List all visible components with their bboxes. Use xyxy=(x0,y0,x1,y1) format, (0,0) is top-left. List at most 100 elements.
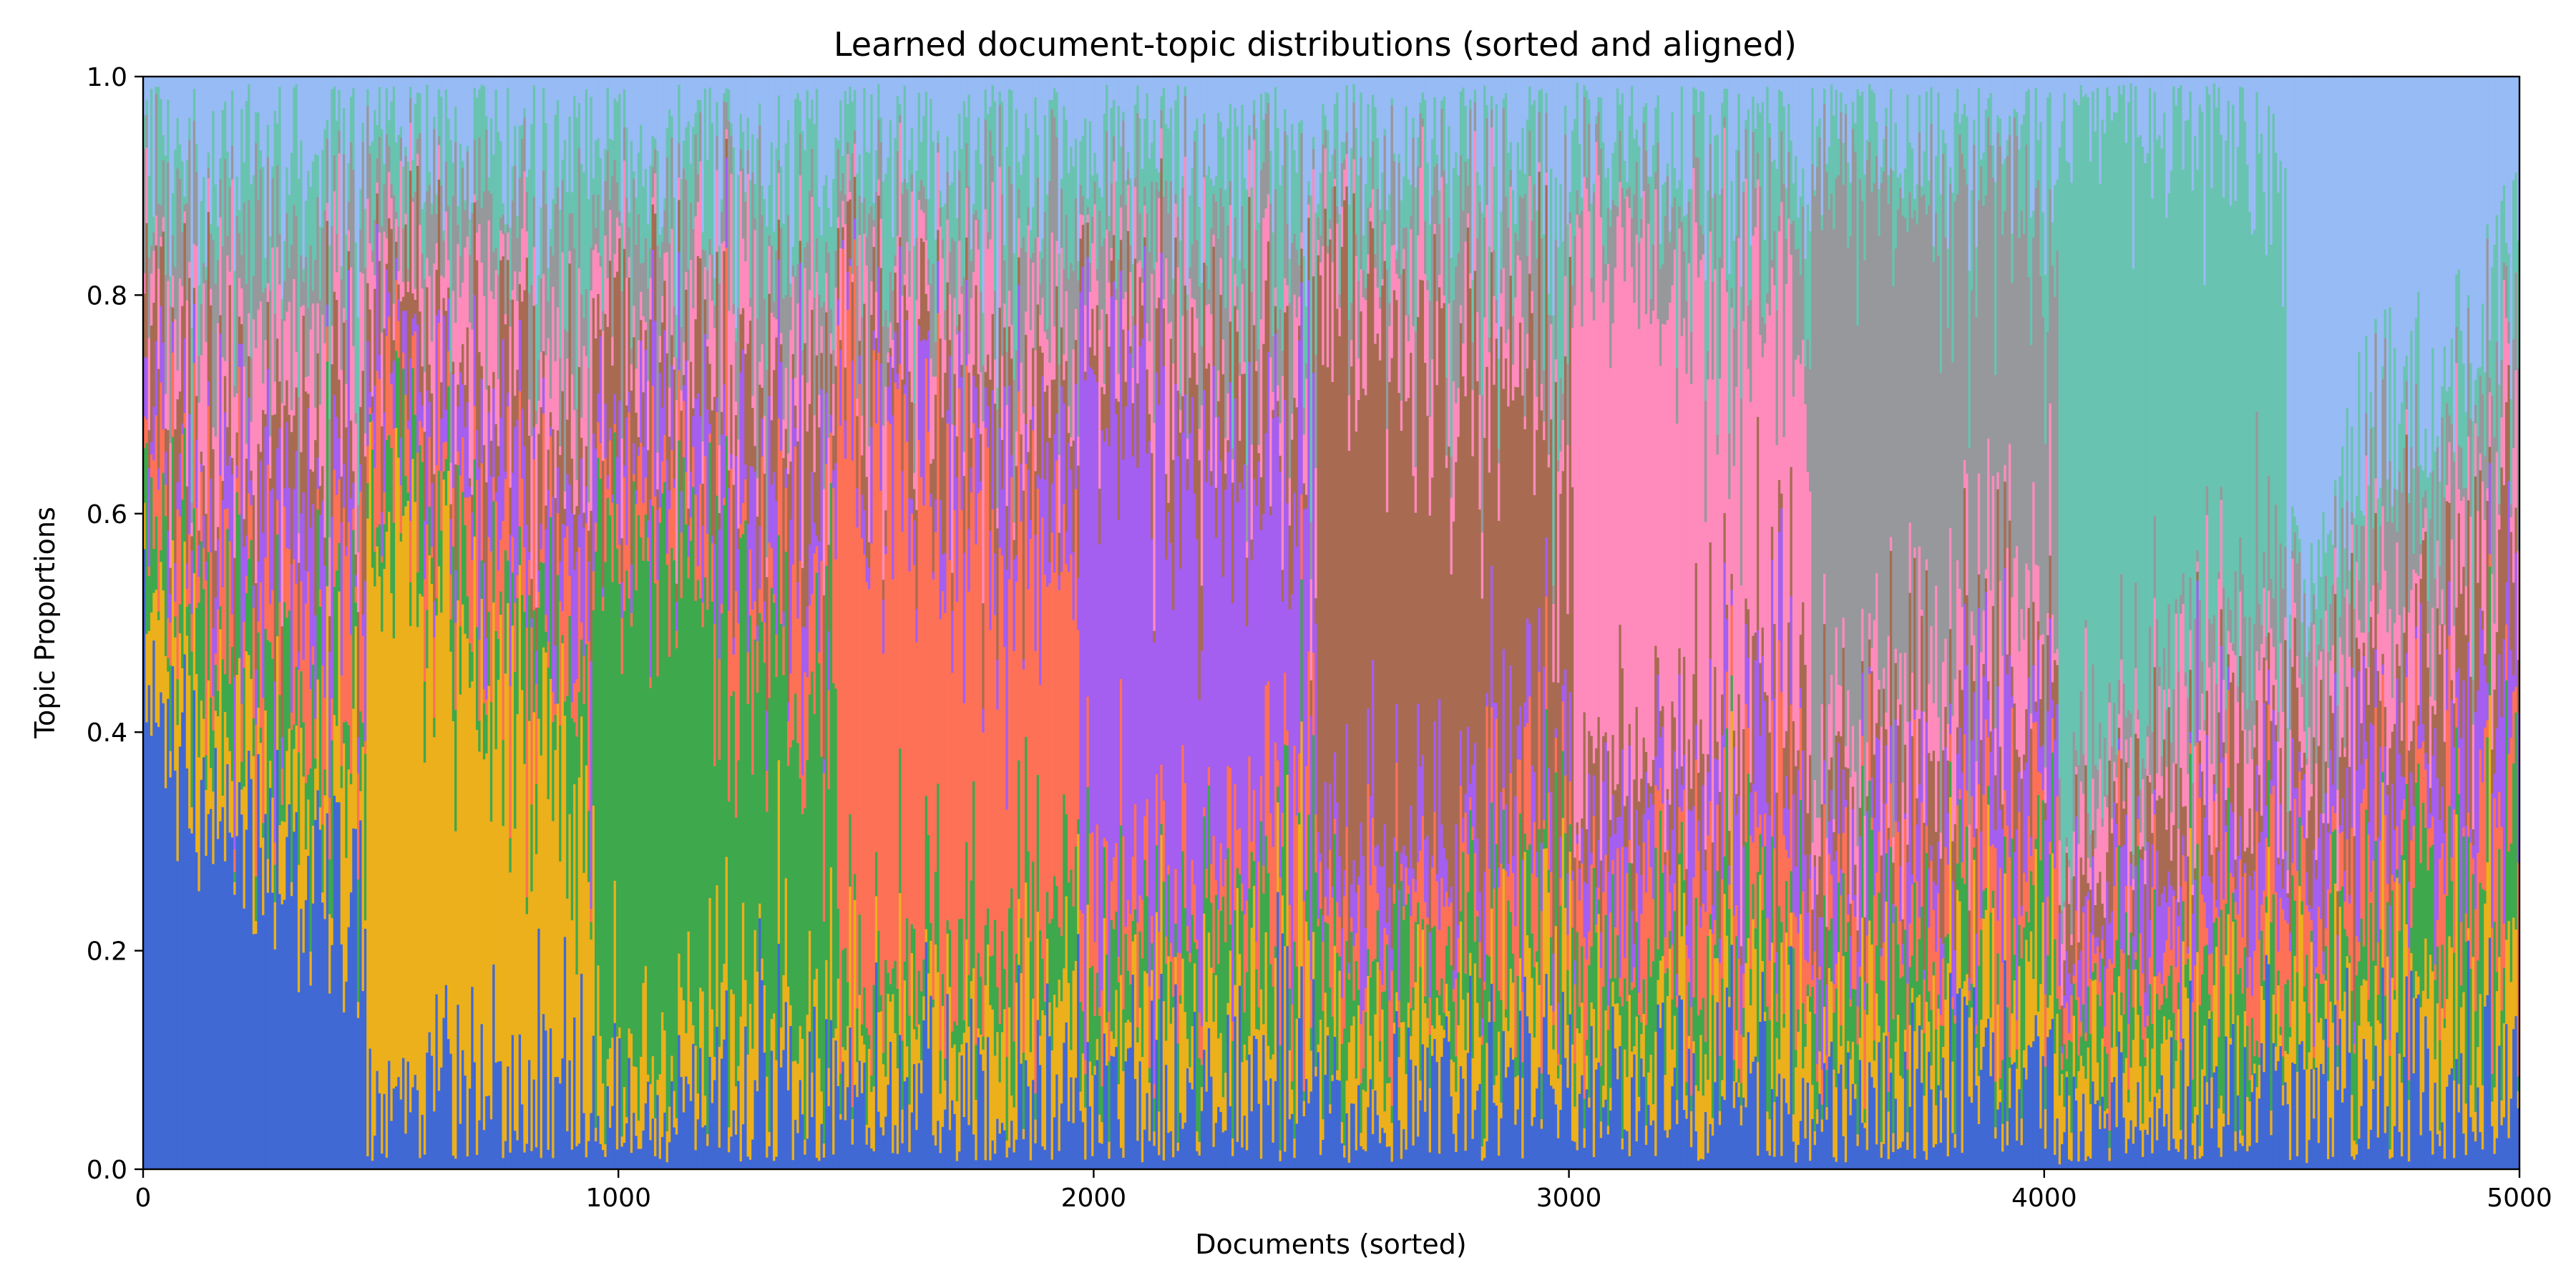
topic-4-segment xyxy=(924,340,928,359)
topic-0-segment xyxy=(1034,1143,1038,1170)
topic-3-segment xyxy=(342,507,346,723)
topic-9-segment xyxy=(721,77,723,200)
topic-9-segment xyxy=(1284,77,1287,109)
topic-0-segment xyxy=(502,1158,505,1170)
topic-3-segment xyxy=(190,613,194,652)
topic-0-segment xyxy=(944,1109,947,1170)
topic-6-segment xyxy=(1106,229,1108,314)
topic-3-segment xyxy=(694,494,698,601)
topic-0-segment xyxy=(480,1023,484,1170)
topic-2-segment xyxy=(1096,972,1099,1040)
topic-6-segment xyxy=(549,398,552,413)
topic-4-segment xyxy=(1000,489,1004,556)
topic-1-segment xyxy=(449,651,453,1054)
topic-7-segment xyxy=(903,178,907,275)
topic-8-segment xyxy=(521,125,524,139)
topic-2-segment xyxy=(1124,933,1128,1023)
topic-2-segment xyxy=(259,727,263,743)
topic-6-segment xyxy=(1219,258,1223,296)
topic-2-segment xyxy=(1255,969,1259,1029)
topic-7-segment xyxy=(575,409,579,480)
topic-9-segment xyxy=(1264,77,1268,92)
topic-2-segment xyxy=(673,560,676,1091)
topic-5-segment xyxy=(808,404,811,545)
topic-6-segment xyxy=(1043,331,1047,392)
topic-5-segment xyxy=(955,436,959,477)
topic-5-segment xyxy=(587,530,590,562)
topic-6-segment xyxy=(1034,350,1038,472)
topic-4-segment xyxy=(863,509,867,555)
topic-7-segment xyxy=(1108,230,1111,283)
topic-5-segment xyxy=(1010,358,1014,456)
topic-0-segment xyxy=(1207,1028,1211,1170)
topic-6-segment xyxy=(1221,339,1225,375)
topic-8-segment xyxy=(930,99,933,284)
topic-4-segment xyxy=(331,516,334,699)
topic-6-segment xyxy=(1022,413,1025,491)
topic-0-segment xyxy=(459,1123,462,1170)
topic-9-segment xyxy=(682,77,686,141)
topic-1-segment xyxy=(870,1091,874,1149)
topic-9-segment xyxy=(354,77,358,243)
topic-3-segment xyxy=(349,634,353,774)
topic-9-segment xyxy=(238,77,241,210)
topic-8-segment xyxy=(789,283,793,297)
topic-6-segment xyxy=(164,394,167,429)
topic-9-segment xyxy=(1205,77,1209,175)
topic-9-segment xyxy=(606,77,610,88)
topic-6-segment xyxy=(1160,128,1163,159)
topic-9-segment xyxy=(953,77,957,151)
topic-5-segment xyxy=(1205,368,1209,482)
topic-7-segment xyxy=(786,215,790,454)
topic-8-segment xyxy=(226,151,230,236)
topic-3-segment xyxy=(371,420,374,450)
topic-8-segment xyxy=(414,103,417,192)
topic-4-segment xyxy=(511,472,514,537)
topic-9-segment xyxy=(604,77,608,150)
topic-8-segment xyxy=(545,122,548,205)
topic-4-segment xyxy=(192,303,196,364)
topic-6-segment xyxy=(1229,205,1232,322)
topic-7-segment xyxy=(804,247,807,268)
topic-5-segment xyxy=(623,248,626,466)
topic-6-segment xyxy=(628,256,631,278)
topic-7-segment xyxy=(1029,258,1033,331)
topic-3-segment xyxy=(381,556,384,562)
topic-3-segment xyxy=(858,384,862,915)
topic-4-segment xyxy=(1169,542,1173,943)
topic-1-segment xyxy=(185,635,189,769)
topic-5-segment xyxy=(255,582,258,670)
topic-9-segment xyxy=(528,77,531,170)
topic-2-segment xyxy=(1241,911,1244,1063)
topic-3-segment xyxy=(414,331,417,415)
topic-6-segment xyxy=(1036,237,1040,305)
topic-4-segment xyxy=(894,331,897,383)
topic-8-segment xyxy=(1252,99,1256,115)
topic-9-segment xyxy=(185,77,189,160)
topic-9-segment xyxy=(958,77,962,114)
topic-1-segment xyxy=(1226,1002,1230,1015)
topic-1-segment xyxy=(825,960,829,1020)
topic-1-segment xyxy=(651,1055,655,1119)
topic-9-segment xyxy=(509,77,512,228)
topic-9-segment xyxy=(924,77,928,92)
topic-0-segment xyxy=(197,891,201,1170)
topic-3-segment xyxy=(678,370,681,441)
topic-6-segment xyxy=(336,271,338,301)
topic-1-segment xyxy=(1264,932,1268,1081)
topic-1-segment xyxy=(1018,899,1021,965)
topic-3-segment xyxy=(794,446,797,694)
topic-9-segment xyxy=(333,77,336,87)
topic-9-segment xyxy=(1108,77,1111,216)
topic-9-segment xyxy=(889,77,892,121)
topic-3-segment xyxy=(489,551,493,703)
topic-8-segment xyxy=(1032,207,1035,253)
topic-1-segment xyxy=(176,724,180,862)
topic-0-segment xyxy=(404,1133,408,1170)
topic-2-segment xyxy=(385,439,389,532)
topic-7-segment xyxy=(847,142,849,155)
topic-0-segment xyxy=(1093,1074,1097,1170)
topic-6-segment xyxy=(1032,262,1035,348)
topic-4-segment xyxy=(174,562,177,602)
topic-4-segment xyxy=(986,406,990,448)
